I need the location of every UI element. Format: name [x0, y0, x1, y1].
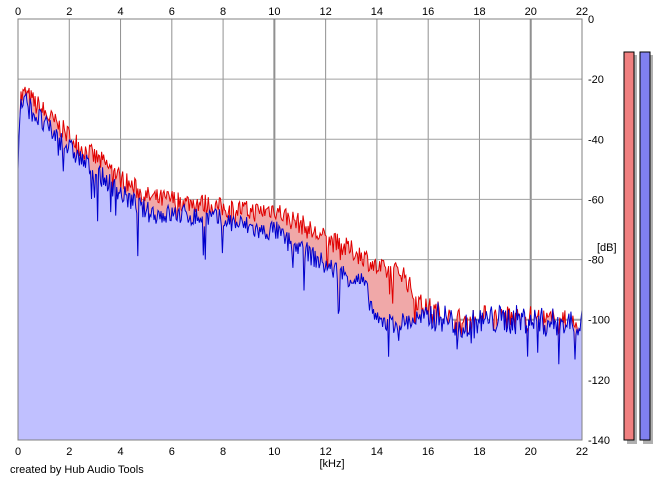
x-tick-label-top: 14: [371, 6, 383, 18]
y-tick-label: -100: [588, 315, 610, 327]
x-tick-label-bottom: 8: [220, 446, 226, 458]
credit-text: created by Hub Audio Tools: [10, 464, 144, 476]
x-tick-label-top: 8: [220, 6, 226, 18]
x-tick-label-bottom: 2: [66, 446, 72, 458]
y-tick-label: -120: [588, 375, 610, 387]
series-area-1: [18, 93, 582, 441]
series-area-layer: [17, 86, 583, 441]
x-tick-label-bottom: 6: [169, 446, 175, 458]
x-tick-label-top: 20: [525, 6, 537, 18]
x-tick-label-top: 16: [422, 6, 434, 18]
x-tick-label-top: 18: [473, 6, 485, 18]
level-meter-bar: [623, 51, 635, 441]
x-tick-label-top: 0: [15, 6, 21, 18]
x-tick-label-bottom: 14: [371, 446, 383, 458]
y-tick-label: 0: [588, 14, 594, 26]
x-tick-label-bottom: 20: [525, 446, 537, 458]
x-tick-label-bottom: 0: [15, 446, 21, 458]
x-axis-label: [kHz]: [319, 458, 344, 470]
x-tick-label-bottom: 10: [268, 446, 280, 458]
x-tick-label-top: 12: [320, 6, 332, 18]
x-tick-label-top: 2: [66, 6, 72, 18]
plot-frame: [17, 18, 583, 441]
x-tick-label-top: 4: [117, 6, 123, 18]
x-tick-label-bottom: 12: [320, 446, 332, 458]
y-tick-label: -60: [588, 194, 604, 206]
x-tick-label-top: 22: [576, 6, 588, 18]
level-meters: [623, 51, 653, 444]
x-tick-label-bottom: 18: [473, 446, 485, 458]
x-tick-label-bottom: 16: [422, 446, 434, 458]
series-line-1: [17, 92, 583, 365]
y-tick-label: -20: [588, 74, 604, 86]
x-tick-label-top: 6: [169, 6, 175, 18]
y-tick-label: -80: [588, 255, 604, 267]
x-tick-label-top: 10: [268, 6, 280, 18]
y-tick-label: -40: [588, 134, 604, 146]
y-axis-label: [dB]: [597, 242, 617, 254]
y-tick-label: -140: [588, 435, 610, 447]
x-tick-label-bottom: 4: [117, 446, 123, 458]
tick-labels: 002244668810101212141416161818202022220-…: [15, 6, 610, 458]
level-meter-bar: [639, 51, 651, 441]
x-tick-label-bottom: 22: [576, 446, 588, 458]
